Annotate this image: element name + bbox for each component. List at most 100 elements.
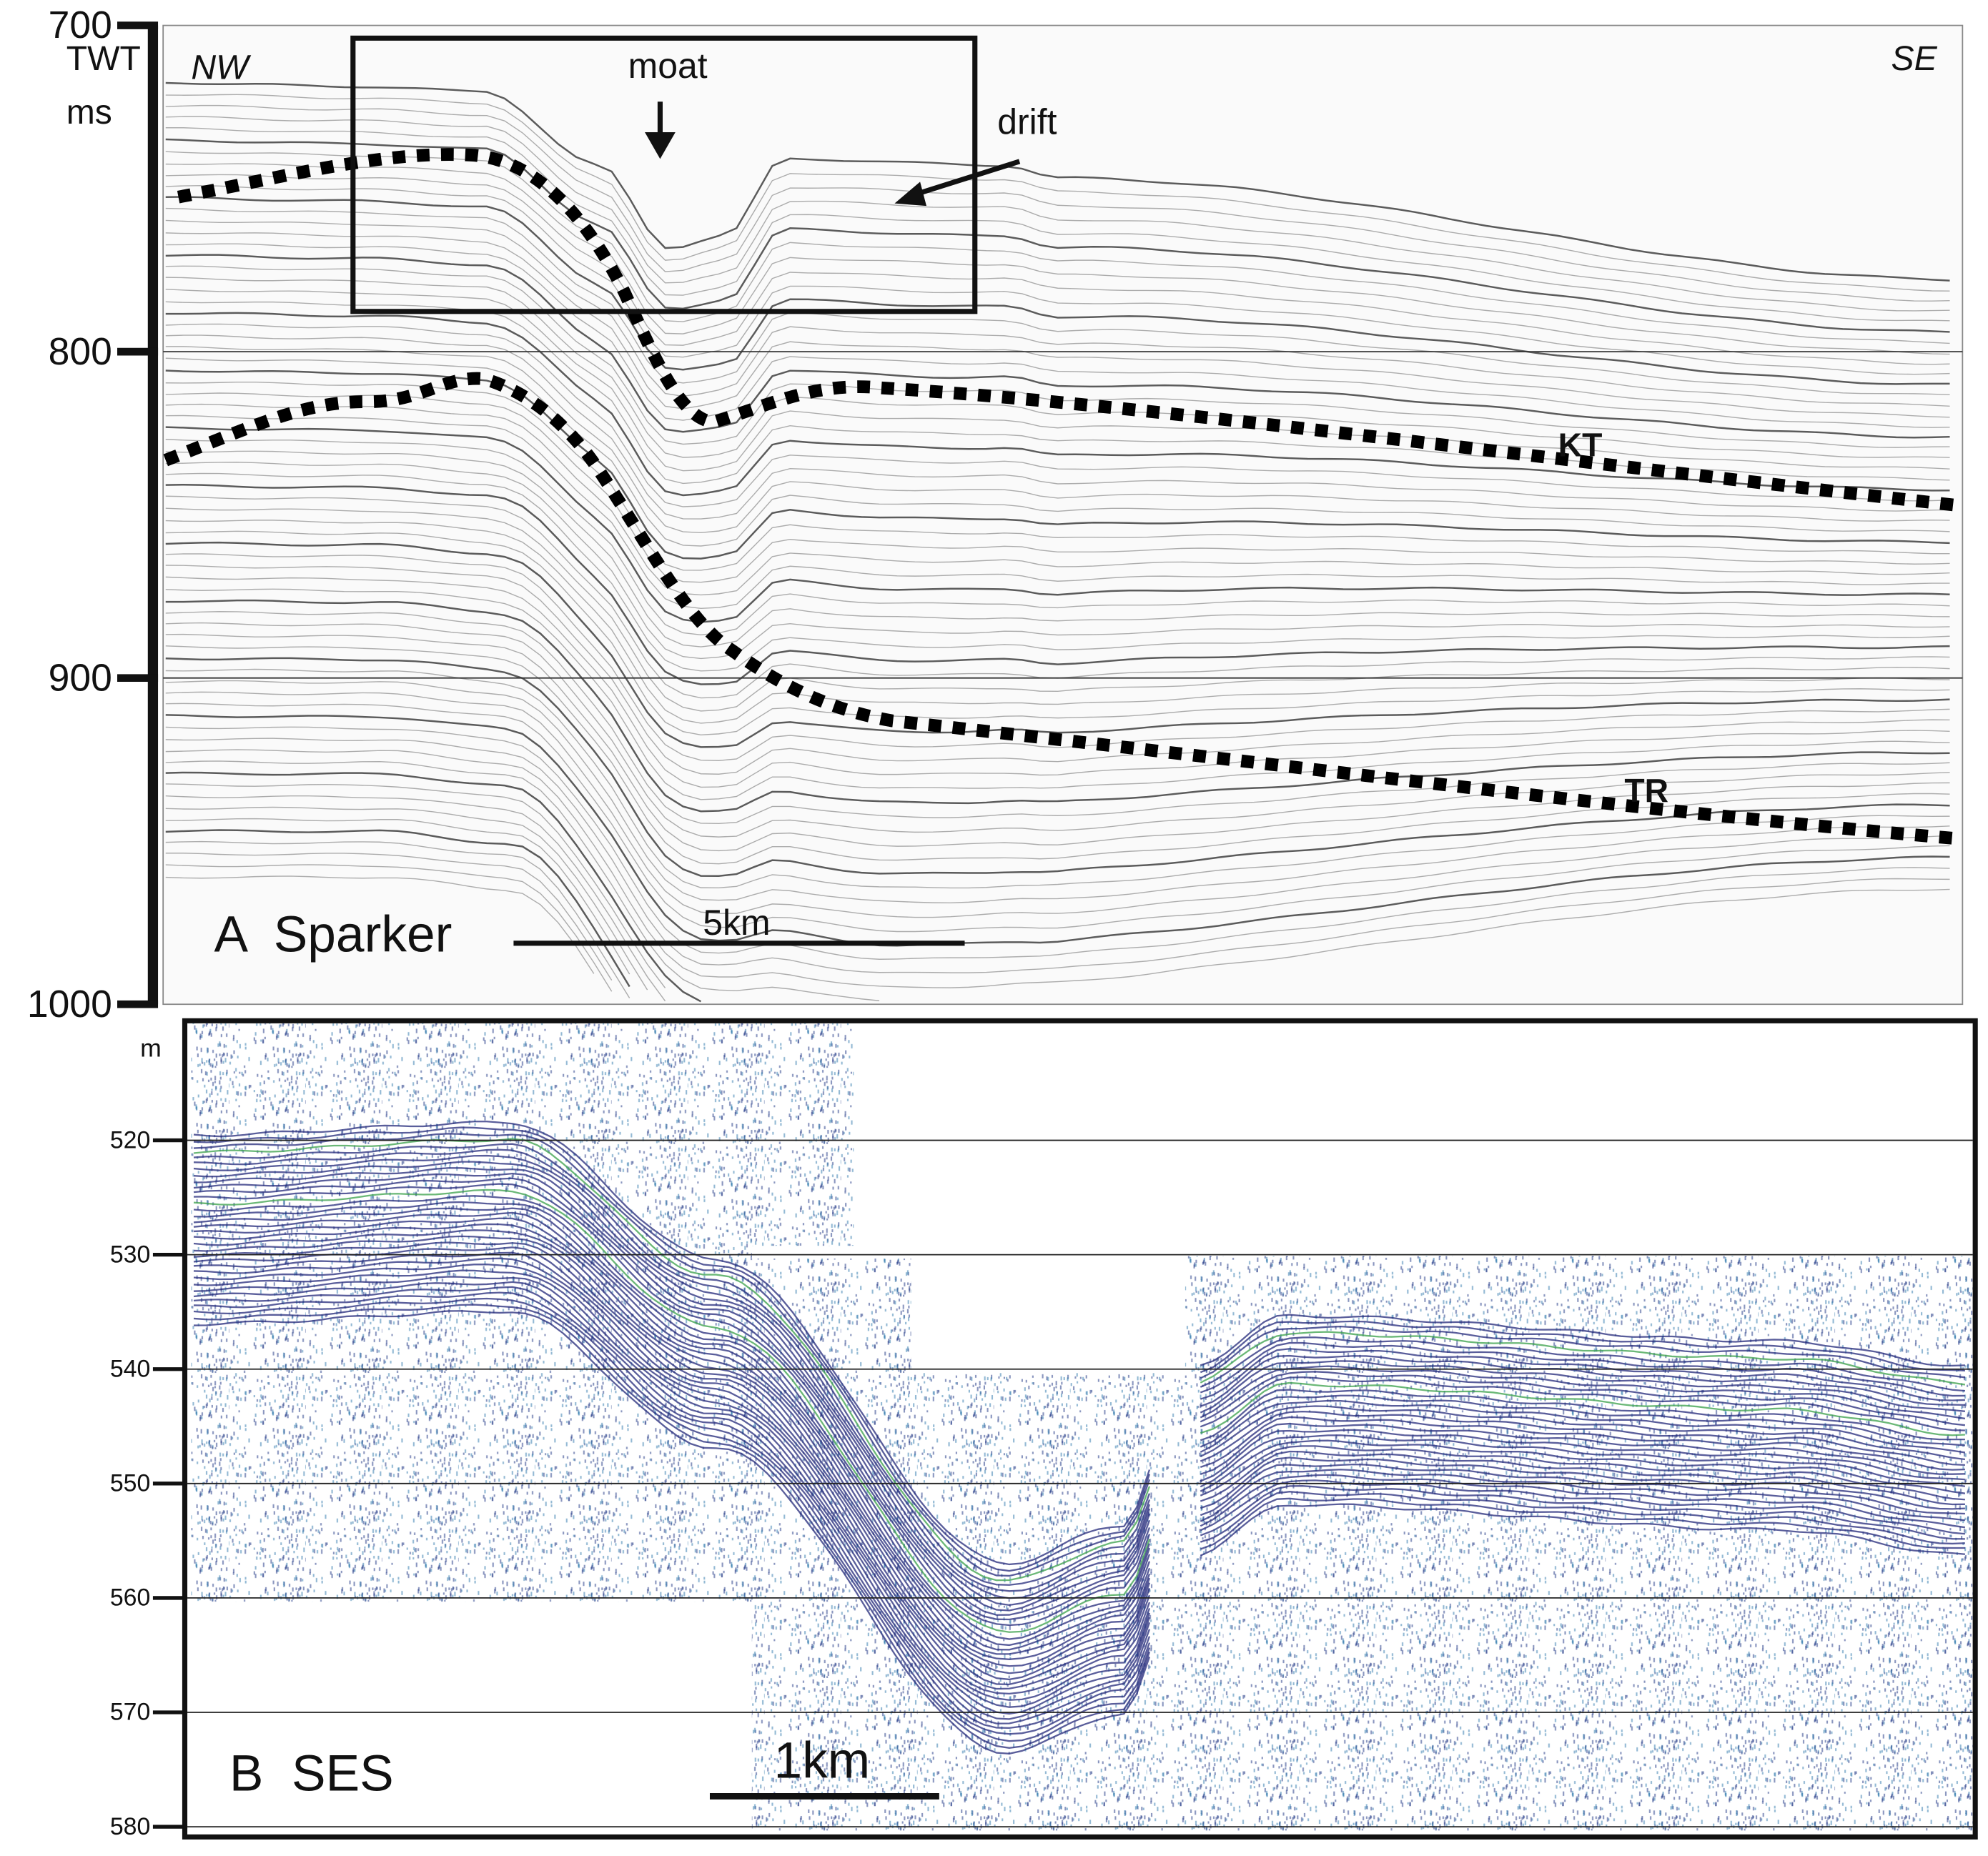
reflector <box>165 462 1950 660</box>
reflector <box>165 415 1950 610</box>
reflector <box>193 1148 1965 1592</box>
reflector <box>165 818 630 975</box>
noise-region <box>191 1023 752 1602</box>
reflector <box>165 196 1950 385</box>
reflector <box>165 657 1950 877</box>
reflector <box>165 104 1950 302</box>
reflector <box>165 760 880 1001</box>
y-tick-label: 560 <box>110 1584 151 1612</box>
reflector <box>165 163 1950 355</box>
reflector <box>193 1281 1966 1725</box>
axis-label: m <box>140 1034 162 1063</box>
reflector <box>193 1138 1966 1582</box>
reflector <box>165 795 666 1002</box>
reflector <box>193 1304 1965 1749</box>
reflector <box>193 1286 1966 1730</box>
reflector <box>193 1291 1965 1735</box>
reflector <box>165 738 1950 973</box>
reflector <box>165 334 1950 520</box>
reflector <box>193 1121 1965 1566</box>
reflector <box>165 392 1950 583</box>
reflector <box>165 232 1950 418</box>
ses-section <box>191 1023 1973 1831</box>
reflector <box>165 806 648 991</box>
reflector <box>193 1126 1965 1572</box>
reflector <box>165 576 1950 788</box>
reflector <box>165 680 1950 903</box>
reflector <box>165 94 1950 292</box>
direction-label: SE <box>1891 39 1937 78</box>
reflector <box>165 138 1950 333</box>
reflector <box>165 127 1950 322</box>
reflector <box>165 243 1950 428</box>
reflector <box>165 565 1950 775</box>
reflector <box>165 277 1950 458</box>
reflector <box>193 1276 1966 1720</box>
reflector <box>193 1297 1965 1742</box>
reflector <box>165 703 1950 933</box>
y-tick-label: 900 <box>49 657 112 699</box>
reflector <box>165 633 1950 852</box>
arrow-head <box>894 182 927 207</box>
reflector <box>165 875 595 974</box>
reflector <box>165 530 1950 736</box>
reflector <box>193 1257 1965 1701</box>
reflector <box>165 207 1950 396</box>
reflector <box>165 840 630 998</box>
y-tick-label: 800 <box>49 331 112 373</box>
reflector <box>165 323 1950 507</box>
y-tick-label: 540 <box>110 1355 151 1382</box>
reflector <box>193 1310 1966 1755</box>
reflector <box>165 829 630 988</box>
annotation: drift <box>997 102 1057 142</box>
reflector <box>193 1177 1966 1621</box>
reflector <box>165 771 702 1003</box>
reflector <box>165 691 1950 918</box>
reflector <box>165 472 1950 672</box>
reflector <box>193 1201 1966 1647</box>
reflector <box>165 483 1950 685</box>
scale-label: 5km <box>703 903 770 943</box>
arrow-shaft <box>914 159 1021 197</box>
ses-reflectors <box>193 1121 1966 1755</box>
reflector <box>165 312 1950 497</box>
reflector <box>193 1154 1965 1599</box>
annotation: KT <box>1558 426 1603 463</box>
reflector <box>193 1223 1965 1667</box>
reflector <box>165 599 1950 813</box>
reflector <box>165 783 666 988</box>
axes: 700 800 900 1000 520 530 540 550 560 570 580 <box>27 4 1973 1840</box>
reflector <box>165 507 1950 712</box>
ses-frame <box>182 1018 1978 1840</box>
reflector <box>165 219 1950 407</box>
y-tick-label: 520 <box>110 1126 151 1153</box>
reflector <box>165 403 1950 596</box>
reflector <box>193 1161 1965 1607</box>
reflector <box>193 1251 1965 1695</box>
reflector <box>193 1172 1966 1616</box>
panel-label: B SES <box>229 1746 394 1802</box>
reflector <box>165 174 1950 365</box>
reflector <box>165 254 1950 439</box>
reflector <box>193 1188 1965 1633</box>
reflector <box>193 1207 1966 1651</box>
reflector <box>193 1264 1965 1708</box>
y-tick-label: 570 <box>110 1699 151 1726</box>
reflector <box>165 553 1950 761</box>
noise-region <box>1185 1256 1973 1831</box>
reflector <box>193 1195 1965 1640</box>
y-tick-label: 1000 <box>27 983 112 1026</box>
reflector <box>193 1167 1966 1612</box>
sparker-reflectors <box>165 81 1950 1003</box>
reflector <box>165 853 613 981</box>
direction-label: NW <box>191 49 252 87</box>
y-tick-label: 580 <box>110 1813 151 1840</box>
reflector <box>165 289 1950 472</box>
horizon-tr <box>163 372 1964 845</box>
reflector <box>165 369 1950 560</box>
reflector <box>193 1217 1965 1660</box>
reflector <box>165 426 1950 623</box>
arrow-head <box>645 131 676 159</box>
reflector <box>165 611 1950 824</box>
